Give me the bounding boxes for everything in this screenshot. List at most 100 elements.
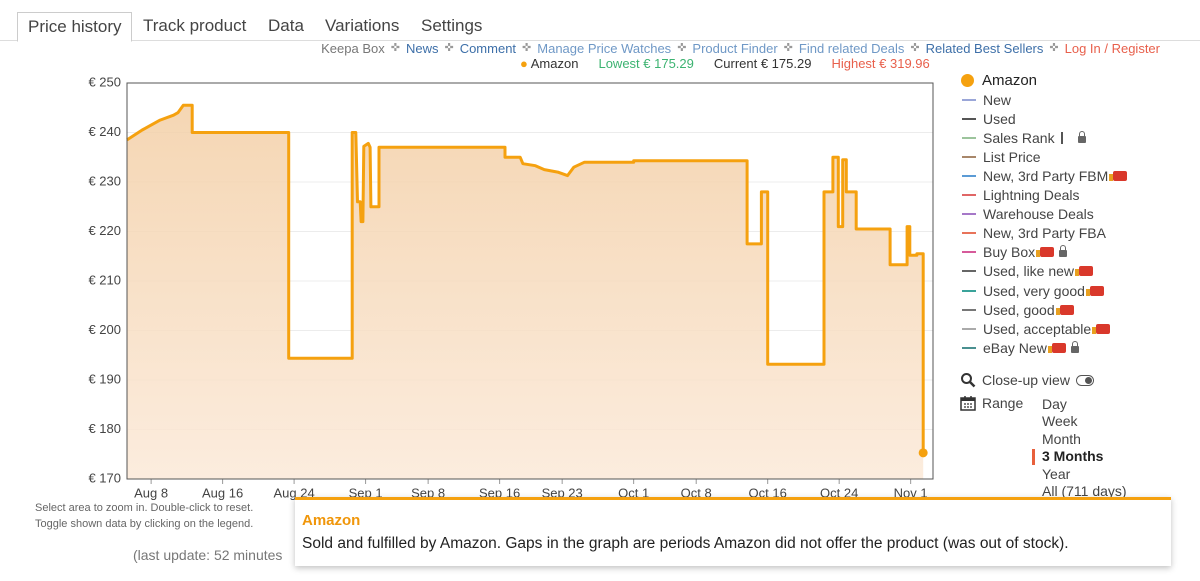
legend-item[interactable]: Used, good bbox=[960, 300, 1127, 319]
legend-item[interactable]: Used, like new bbox=[960, 262, 1127, 281]
legend-label: New, 3rd Party FBA bbox=[983, 225, 1106, 242]
tab[interactable]: Variations bbox=[325, 16, 400, 35]
y-tick-label: € 170 bbox=[88, 470, 121, 485]
x-tick-label: Oct 1 bbox=[618, 485, 649, 500]
legend-label: New bbox=[983, 91, 1012, 108]
x-tick-label: Aug 24 bbox=[273, 485, 314, 500]
range-option[interactable]: Year bbox=[1042, 465, 1071, 482]
tab-bar: Price history Track product Data Variati… bbox=[0, 12, 1200, 42]
legend-marker bbox=[962, 327, 976, 330]
legend-label: Used, good bbox=[983, 301, 1055, 318]
legend-marker bbox=[962, 270, 976, 273]
range-option[interactable]: Day bbox=[1042, 396, 1067, 412]
link[interactable]: Manage Price Watches bbox=[537, 41, 672, 56]
legend-item[interactable]: Lightning Deals bbox=[960, 186, 1127, 205]
legend-item[interactable]: List Price bbox=[960, 147, 1127, 166]
separator: ✜ bbox=[522, 42, 532, 54]
tab[interactable]: Settings bbox=[421, 16, 483, 35]
legend-item[interactable]: Amazon bbox=[960, 71, 1127, 90]
truck-icon bbox=[1109, 171, 1128, 182]
range-option[interactable]: 3 Months bbox=[1031, 448, 1104, 466]
range-option[interactable]: Month bbox=[1042, 430, 1081, 447]
legend-label: Lightning Deals bbox=[983, 187, 1080, 204]
link[interactable]: Keepa Box bbox=[321, 41, 385, 56]
lock-icon bbox=[1059, 245, 1068, 258]
hint: Toggle shown data by clicking on the leg… bbox=[35, 518, 254, 530]
link[interactable]: Comment bbox=[459, 41, 517, 56]
range-label: Range bbox=[982, 395, 1024, 411]
x-tick-label: Aug 16 bbox=[202, 485, 243, 500]
lock-icon bbox=[1077, 130, 1086, 143]
tab[interactable]: Price history bbox=[17, 12, 132, 42]
y-tick-label: € 240 bbox=[88, 124, 121, 139]
legend-marker bbox=[962, 232, 976, 235]
legend-label: Used, very good bbox=[983, 282, 1085, 299]
tooltip: Amazon Sold and fulfilled by Amazon. Gap… bbox=[295, 497, 1171, 566]
legend-marker bbox=[962, 213, 976, 216]
toggle[interactable] bbox=[1075, 374, 1094, 386]
x-tick-label: Aug 8 bbox=[134, 485, 168, 500]
legend-label: Amazon bbox=[982, 72, 1038, 90]
legend-item[interactable]: New, 3rd Party FBM bbox=[960, 166, 1128, 185]
legend-label: Buy Box bbox=[983, 244, 1036, 261]
truck-icon bbox=[1036, 247, 1055, 258]
chart: € 170 € 180 € 190 € 200 € 210 € 220 € 230 € 240… bbox=[88, 74, 934, 500]
tab[interactable]: Data bbox=[268, 16, 304, 35]
legend-marker bbox=[962, 289, 976, 292]
legend-item[interactable]: Used, acceptable bbox=[960, 319, 1127, 338]
separator: ✜ bbox=[910, 42, 920, 54]
legend-marker bbox=[962, 308, 976, 311]
legend-label: eBay New bbox=[983, 339, 1047, 356]
link[interactable]: News bbox=[405, 41, 439, 56]
closeup-label: Close-up view bbox=[982, 372, 1070, 388]
link[interactable]: Find related Deals bbox=[798, 41, 905, 56]
link[interactable]: Product Finder bbox=[692, 41, 778, 56]
legend-marker bbox=[962, 194, 976, 197]
legend-item[interactable]: New bbox=[960, 90, 1127, 109]
tooltip-title: Amazon bbox=[302, 512, 361, 529]
legend-marker bbox=[961, 74, 974, 88]
legend-label: Warehouse Deals bbox=[983, 206, 1094, 223]
tab[interactable]: Track product bbox=[143, 16, 247, 35]
legend-item[interactable]: Used, very good bbox=[960, 281, 1127, 300]
legend-item[interactable]: Buy Box bbox=[960, 243, 1127, 262]
hints: Select area to zoom in. Double-click to … bbox=[35, 500, 253, 532]
legend-marker bbox=[962, 117, 976, 120]
range-option[interactable]: Week bbox=[1042, 413, 1078, 430]
stat-current: Current € 175.29 bbox=[713, 56, 812, 71]
legend-item[interactable]: Sales Rank bbox=[960, 128, 1127, 147]
separator: ✜ bbox=[677, 42, 687, 54]
legend: Amazon New Used Sales Rank List Price New, 3r… bbox=[960, 71, 1128, 357]
legend-label: Sales Rank bbox=[983, 129, 1055, 146]
stat-series: ● Amazon bbox=[520, 56, 579, 71]
legend-marker bbox=[962, 155, 976, 158]
closeup-row[interactable]: Close-up view bbox=[960, 372, 1094, 388]
y-tick-label: € 250 bbox=[88, 74, 121, 89]
last-update: (last update: 52 minutes bbox=[133, 547, 283, 563]
link-row: Keepa Box ✜ News ✜ Comment ✜ Manage Price W… bbox=[321, 41, 1160, 56]
legend-marker bbox=[962, 346, 976, 349]
stat-lowest: Lowest € 175.29 bbox=[598, 56, 694, 71]
truck-icon bbox=[1055, 304, 1074, 315]
legend-item[interactable]: Warehouse Deals bbox=[960, 205, 1127, 224]
legend-item[interactable]: eBay New bbox=[960, 338, 1127, 357]
x-tick-label: Oct 24 bbox=[820, 485, 858, 500]
truck-icon bbox=[1092, 323, 1111, 334]
link[interactable]: Log In / Register bbox=[1064, 41, 1160, 56]
range-row: Range bbox=[960, 395, 1023, 411]
legend-marker bbox=[962, 251, 976, 254]
separator: ✜ bbox=[444, 42, 454, 54]
legend-label: Used bbox=[983, 110, 1016, 127]
legend-item[interactable]: New, 3rd Party FBA bbox=[960, 224, 1127, 243]
truck-icon bbox=[1075, 266, 1094, 277]
hint: Select area to zoom in. Double-click to … bbox=[35, 502, 254, 514]
y-tick-label: € 210 bbox=[88, 272, 121, 287]
legend-item[interactable]: Used bbox=[960, 109, 1127, 128]
legend-marker bbox=[962, 98, 976, 101]
range-option[interactable]: All (711 days) bbox=[1042, 483, 1127, 499]
end-point bbox=[918, 448, 928, 458]
link[interactable]: Related Best Sellers bbox=[925, 41, 1044, 56]
x-tick-label: Sep 16 bbox=[479, 485, 520, 500]
x-tick-label: Oct 16 bbox=[749, 485, 787, 500]
